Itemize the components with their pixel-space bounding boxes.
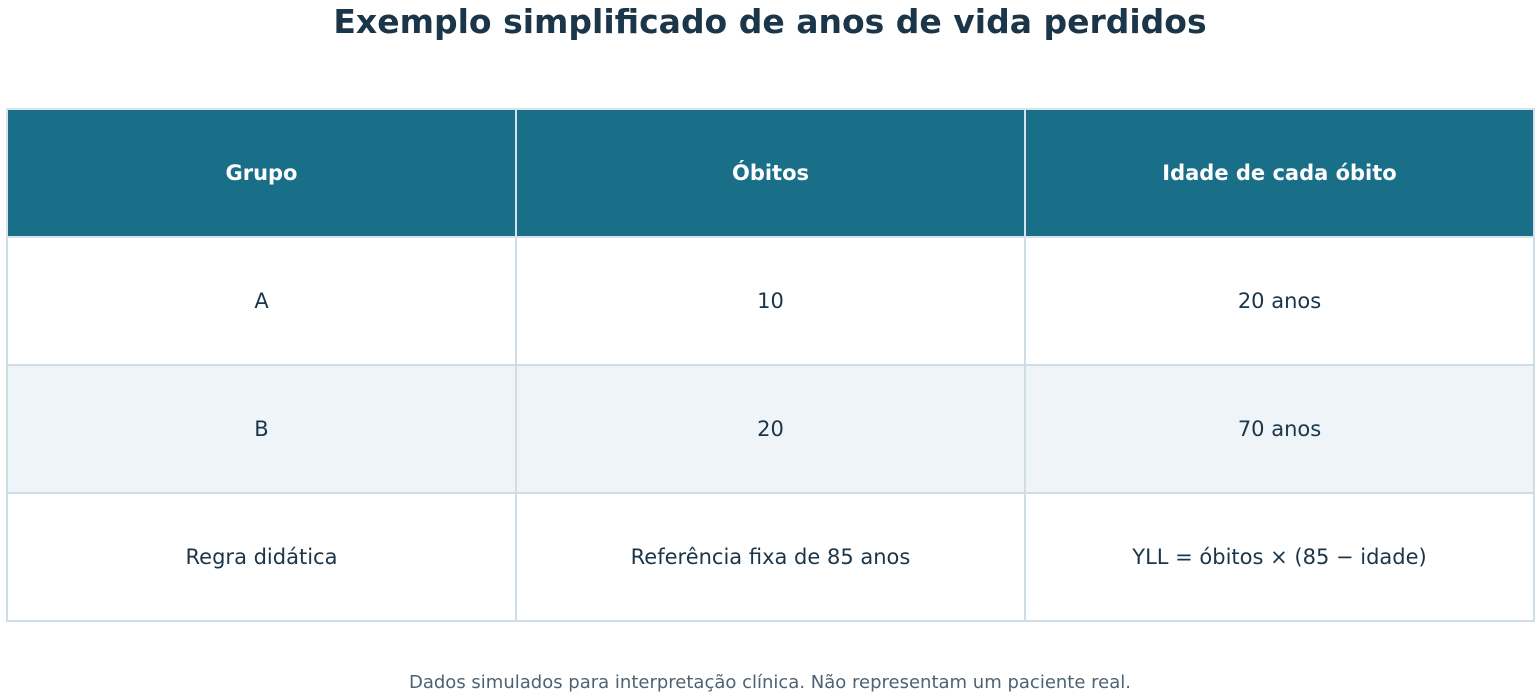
table-row: A 10 20 anos	[6, 236, 1535, 366]
table-row: B 20 70 anos	[6, 364, 1535, 494]
table-cell: Referência fixa de 85 anos	[515, 492, 1026, 622]
table-cell: A	[6, 236, 517, 366]
title: Exemplo simplificado de anos de vida per…	[333, 2, 1207, 41]
header-row: Grupo Óbitos Idade de cada óbito	[6, 108, 1535, 238]
table-cell: 20	[515, 364, 1026, 494]
header-cell: Idade de cada óbito	[1024, 108, 1535, 238]
table: Grupo Óbitos Idade de cada óbito A 10 20 ano…	[6, 108, 1535, 622]
table-cell: 10	[515, 236, 1026, 366]
header-cell: Grupo	[6, 108, 517, 238]
table-cell: 20 anos	[1024, 236, 1535, 366]
table-cell: YLL = óbitos × (85 − idade)	[1024, 492, 1535, 622]
table-row: Regra didática Referência fixa de 85 anos…	[6, 492, 1535, 622]
table-cell: B	[6, 364, 517, 494]
table-cell: Regra didática	[6, 492, 517, 622]
header-cell: Óbitos	[515, 108, 1026, 238]
footnote: Dados simulados para interpretação clíni…	[408, 672, 1131, 693]
table-cell: 70 anos	[1024, 364, 1535, 494]
